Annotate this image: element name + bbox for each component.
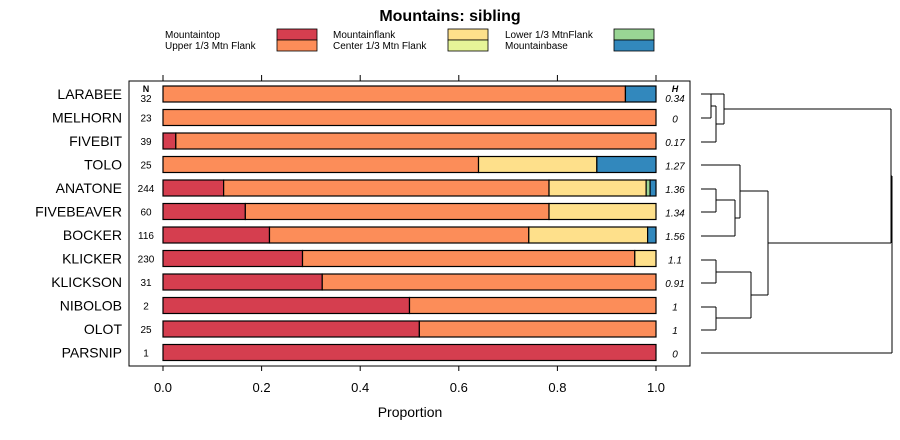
bar-segment	[162, 202, 246, 221]
bar-segment	[321, 273, 657, 291]
legend-swatch	[276, 28, 318, 41]
x-tick-label: 1.0	[647, 380, 665, 395]
bar-segment	[162, 249, 304, 268]
category-label: KLICKSON	[51, 274, 122, 290]
bar-segment	[162, 343, 657, 362]
bar-segment	[634, 249, 657, 268]
bar-segment	[244, 202, 550, 221]
category-label: FIVEBEAVER	[35, 204, 122, 220]
h-value: 0	[672, 350, 678, 361]
n-value: 32	[140, 94, 152, 105]
n-value: 1	[143, 349, 149, 360]
h-value: 1.56	[665, 232, 685, 243]
legend-swatch	[613, 39, 655, 52]
bar-segment	[418, 320, 657, 338]
category-label: NIBOLOB	[60, 298, 122, 314]
chart-title: Mountains: sibling	[379, 8, 520, 25]
bar-segment	[162, 108, 657, 127]
legend-label: Mountaintop	[165, 30, 220, 41]
n-value: 230	[138, 255, 155, 266]
bar-segment	[408, 296, 657, 315]
legend-label: Upper 1/3 Mtn Flank	[165, 41, 257, 52]
n-value: 244	[138, 184, 155, 195]
legend-swatch	[447, 28, 489, 41]
plot-frame	[128, 80, 691, 367]
x-axis: 0.0 0.2 0.4 0.6 0.8 1.0	[154, 75, 665, 395]
category-label: MELHORN	[52, 110, 122, 126]
bar-segment	[548, 202, 657, 221]
bar-segment	[528, 226, 649, 244]
bar-segment	[162, 273, 323, 291]
bar-segment	[649, 179, 657, 197]
bar-segment	[162, 296, 411, 315]
dendrogram	[701, 93, 893, 354]
bar-segment	[223, 179, 550, 197]
n-value: 31	[140, 278, 152, 289]
bar-segment	[596, 155, 657, 174]
legend-swatch	[276, 39, 318, 52]
legend-label: Mountainbase	[505, 41, 568, 52]
legend-label: Center 1/3 Mtn Flank	[333, 41, 427, 52]
bar-segment	[624, 85, 657, 103]
category-label: OLOT	[84, 321, 123, 337]
category-label: TOLO	[84, 157, 122, 173]
x-axis-label: Proportion	[378, 404, 443, 420]
category-label: BOCKER	[63, 227, 122, 243]
bar-segment	[647, 226, 657, 244]
bar-segment	[268, 226, 530, 244]
x-tick-label: 0.8	[548, 380, 566, 395]
bar-segment	[162, 132, 177, 150]
n-value: 2	[143, 302, 149, 313]
category-label: PARSNIP	[62, 345, 122, 361]
bar-segment	[162, 85, 627, 103]
h-value: 1.36	[665, 185, 685, 196]
n-value: 39	[140, 137, 152, 148]
bar-segment	[162, 226, 271, 244]
x-tick-label: 0.6	[450, 380, 468, 395]
h-value: 0.17	[665, 138, 685, 149]
x-tick-label: 0.4	[351, 380, 369, 395]
category-label: LARABEE	[57, 86, 122, 102]
bar-segment	[477, 155, 598, 174]
h-value: 1.1	[668, 256, 682, 267]
legend-swatch	[613, 28, 655, 41]
h-value: 0	[672, 115, 678, 126]
n-column-header: N	[143, 84, 150, 94]
legend-label: Lower 1/3 MtnFlank	[505, 30, 594, 41]
category-label: ANATONE	[56, 180, 122, 196]
h-value: 1.34	[665, 209, 685, 220]
bars	[162, 85, 657, 362]
h-column-header: H	[672, 84, 679, 94]
bar-segment	[162, 320, 420, 338]
n-value: 25	[140, 325, 152, 336]
x-tick-label: 0.0	[154, 380, 172, 395]
dendrogram-tree	[701, 93, 893, 354]
h-value: 1.27	[665, 162, 685, 173]
legend-swatch	[447, 39, 489, 52]
bar-segment	[175, 132, 657, 150]
x-tick-label: 0.2	[253, 380, 271, 395]
h-value: 0.34	[665, 94, 685, 105]
category-label: FIVEBIT	[69, 133, 122, 149]
n-value: 116	[138, 231, 154, 242]
legend-label: Mountainflank	[333, 30, 396, 41]
bar-segment	[301, 249, 636, 268]
n-value: 23	[140, 114, 152, 125]
n-value: 25	[140, 161, 152, 172]
h-value: 1	[672, 303, 678, 314]
n-value: 60	[140, 208, 152, 219]
bar-segment	[162, 179, 225, 197]
bar-segment	[548, 179, 647, 197]
category-label: KLICKER	[62, 251, 122, 267]
h-value: 1	[672, 326, 678, 337]
bar-segment	[162, 155, 480, 174]
h-value: 0.91	[665, 279, 684, 290]
